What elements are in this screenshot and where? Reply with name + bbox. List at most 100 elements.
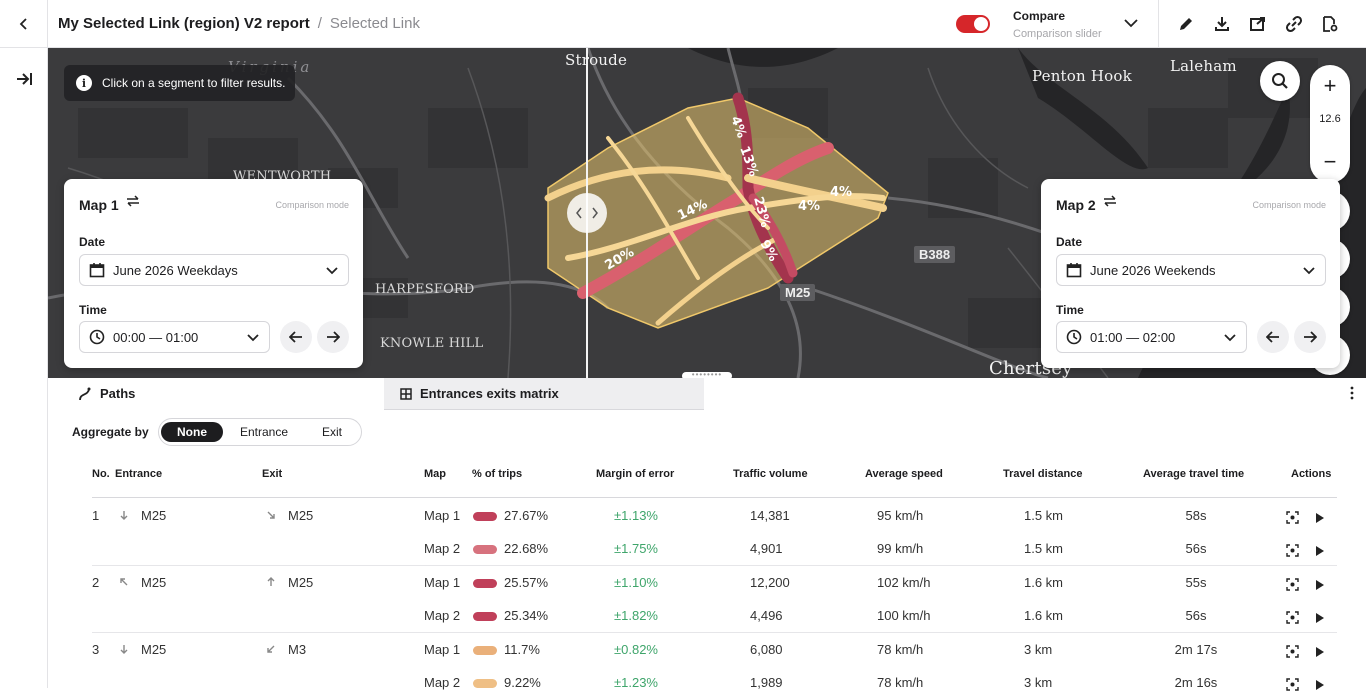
chevron-down-icon bbox=[326, 267, 338, 275]
tab-paths[interactable]: Paths bbox=[78, 386, 135, 401]
map-search-button[interactable] bbox=[1260, 61, 1300, 101]
copy-link-button[interactable] bbox=[1283, 13, 1305, 35]
focus-on-map-button[interactable] bbox=[1286, 544, 1299, 562]
comparison-mode-label: Comparison mode bbox=[1252, 200, 1326, 210]
traffic-volume: 14,381 bbox=[750, 508, 790, 523]
col-header-pct-trips[interactable]: % of trips bbox=[472, 468, 523, 480]
play-path-button[interactable] bbox=[1315, 544, 1325, 562]
zoom-level: 12.6 bbox=[1319, 113, 1341, 125]
comparison-mode-label: Comparison mode bbox=[275, 200, 349, 210]
aggregate-label: Aggregate by bbox=[72, 425, 149, 439]
map2-previous-time-button[interactable] bbox=[1257, 321, 1289, 353]
map1-next-time-button[interactable] bbox=[317, 321, 349, 353]
travel-distance: 1.6 km bbox=[1024, 575, 1064, 590]
search-icon bbox=[1272, 73, 1288, 89]
map-name: Map 2 bbox=[424, 541, 461, 556]
header-divider bbox=[1158, 0, 1159, 48]
aggregate-option-exit[interactable]: Exit bbox=[321, 425, 342, 439]
pct-trips: 27.67% bbox=[504, 508, 549, 523]
trips-share-bar bbox=[473, 512, 497, 521]
exit-name[interactable]: M25 bbox=[288, 508, 314, 523]
swap-maps-button[interactable] bbox=[1103, 195, 1117, 210]
expand-panel-button[interactable] bbox=[4, 62, 44, 96]
compare-toggle[interactable] bbox=[956, 15, 990, 33]
compare-dropdown-button[interactable] bbox=[1122, 14, 1140, 37]
report-settings-button[interactable] bbox=[1319, 13, 1341, 35]
direction-arrow-icon bbox=[120, 645, 128, 654]
more-options-button[interactable] bbox=[1350, 386, 1354, 403]
map2-time-select[interactable]: 01:00 — 02:00 bbox=[1056, 321, 1247, 353]
margin-of-error: ±1.23% bbox=[614, 675, 658, 690]
play-path-button[interactable] bbox=[1315, 511, 1325, 529]
exit-name[interactable]: M25 bbox=[288, 575, 314, 590]
focus-on-map-button[interactable] bbox=[1286, 678, 1299, 696]
download-button[interactable] bbox=[1211, 13, 1233, 35]
export-button[interactable] bbox=[1247, 13, 1269, 35]
col-header-margin-of-error[interactable]: Margin of error bbox=[596, 468, 675, 480]
play-path-button[interactable] bbox=[1315, 611, 1325, 629]
direction-arrow-icon bbox=[120, 578, 128, 586]
play-icon bbox=[1316, 647, 1324, 657]
col-header-traffic-volume[interactable]: Traffic volume bbox=[733, 468, 808, 480]
exit-name[interactable]: M3 bbox=[288, 642, 307, 657]
entrance-name[interactable]: M25 bbox=[141, 642, 167, 657]
grid-icon bbox=[400, 387, 412, 400]
map1-time-select[interactable]: 00:00 — 01:00 bbox=[79, 321, 270, 353]
zoom-in-button[interactable]: + bbox=[1323, 73, 1337, 98]
col-header-average-speed[interactable]: Average speed bbox=[865, 468, 943, 480]
play-path-button[interactable] bbox=[1315, 645, 1325, 663]
map1-date-select[interactable]: June 2026 Weekdays bbox=[79, 254, 349, 286]
edit-button[interactable] bbox=[1175, 13, 1197, 35]
chevron-right-icon bbox=[592, 207, 598, 219]
entrance-name[interactable]: M25 bbox=[141, 575, 167, 590]
average-travel-time: 2m 16s bbox=[1174, 675, 1218, 690]
comparison-slider-handle[interactable] bbox=[567, 193, 607, 233]
average-speed: 100 km/h bbox=[877, 608, 931, 623]
play-path-button[interactable] bbox=[1315, 578, 1325, 596]
map2-next-time-button[interactable] bbox=[1294, 321, 1326, 353]
pct-trips: 22.68% bbox=[504, 541, 549, 556]
col-header-entrance[interactable]: Entrance bbox=[115, 468, 163, 480]
map-view[interactable]: 20% 14% 23% 9% 4% 4% 13% 4% Stroude Pent… bbox=[48, 48, 1366, 378]
group-divider bbox=[92, 565, 1337, 566]
chevron-left-icon bbox=[576, 207, 582, 219]
focus-on-map-button[interactable] bbox=[1286, 511, 1299, 529]
col-header-exit[interactable]: Exit bbox=[262, 468, 283, 480]
trips-share-bar bbox=[473, 579, 497, 588]
chevron-down-icon bbox=[1224, 334, 1236, 342]
focus-on-map-button[interactable] bbox=[1286, 645, 1299, 663]
map2-date-select[interactable]: June 2026 Weekends bbox=[1056, 254, 1326, 286]
col-header-average-travel-time[interactable]: Average travel time bbox=[1143, 468, 1245, 480]
focus-icon bbox=[1286, 511, 1299, 524]
focus-on-map-button[interactable] bbox=[1286, 611, 1299, 629]
arrow-right-icon bbox=[327, 331, 340, 343]
col-header-travel-distance[interactable]: Travel distance bbox=[1003, 468, 1083, 480]
pct-trips: 11.7% bbox=[504, 642, 540, 657]
focus-icon bbox=[1286, 544, 1299, 557]
focus-icon bbox=[1286, 645, 1299, 658]
travel-distance: 3 km bbox=[1024, 642, 1053, 657]
map-info-tooltip: i Click on a segment to filter results. bbox=[64, 65, 296, 101]
swap-maps-button[interactable] bbox=[126, 195, 140, 210]
zoom-out-button[interactable]: − bbox=[1323, 149, 1337, 174]
report-title[interactable]: My Selected Link (region) V2 report bbox=[58, 15, 310, 32]
focus-on-map-button[interactable] bbox=[1286, 578, 1299, 596]
link-pct-label: 4% bbox=[830, 185, 852, 200]
road-badge: M25 bbox=[780, 284, 816, 301]
play-path-button[interactable] bbox=[1315, 678, 1325, 696]
col-header-map[interactable]: Map bbox=[424, 468, 446, 480]
left-rail bbox=[0, 48, 48, 688]
panel-resize-handle[interactable]: •••••••• bbox=[682, 371, 732, 378]
focus-icon bbox=[1286, 578, 1299, 591]
compare-subtitle: Comparison slider bbox=[1013, 28, 1102, 40]
aggregate-option-entrance[interactable]: Entrance bbox=[239, 425, 289, 439]
map1-previous-time-button[interactable] bbox=[280, 321, 312, 353]
tab-entrances-exits-matrix[interactable]: Entrances exits matrix bbox=[384, 378, 704, 410]
average-travel-time: 55s bbox=[1185, 575, 1207, 590]
aggregate-option-none[interactable]: None bbox=[161, 422, 223, 442]
back-button[interactable] bbox=[0, 0, 48, 48]
zoom-control: + 12.6 − bbox=[1310, 65, 1350, 183]
chevron-down-icon bbox=[247, 334, 259, 342]
entrance-name[interactable]: M25 bbox=[141, 508, 167, 523]
link-icon bbox=[1285, 15, 1303, 33]
